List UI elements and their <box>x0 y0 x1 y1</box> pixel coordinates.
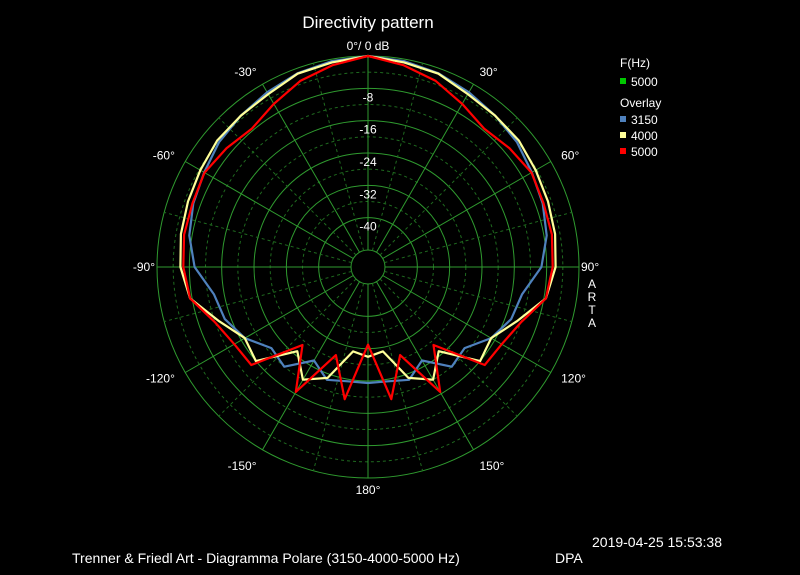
legend-swatch-3150 <box>620 116 626 122</box>
chart-title: Directivity pattern <box>302 13 433 32</box>
legend: F(Hz) 5000 Overlay 3150 4000 5000 <box>620 56 661 159</box>
grid-spoke <box>371 283 424 471</box>
legend-swatch-5000 <box>620 148 626 154</box>
radial-tick-label: -24 <box>359 155 377 169</box>
angle-tick-labels: 0°/ 0 dB -30° 30° -60° 60° -90° 90° -120° 120° -1… <box>133 39 600 497</box>
legend-main-title: F(Hz) <box>620 56 650 70</box>
radial-tick-label: -8 <box>363 90 374 104</box>
grid-spoke <box>376 281 474 450</box>
footer-tag: DPA <box>555 550 583 566</box>
angle-tick-label: -60° <box>153 149 175 163</box>
polar-grid <box>156 55 580 479</box>
series-line-4000 <box>179 54 557 381</box>
angle-tick-label: 30° <box>480 65 498 79</box>
grid-spoke <box>312 63 365 251</box>
legend-label-3150: 3150 <box>631 113 658 127</box>
grid-spoke <box>382 161 551 259</box>
grid-spoke <box>262 281 360 450</box>
grid-spoke <box>379 117 518 256</box>
grid-center-ring <box>350 249 386 285</box>
grid-spoke <box>384 270 572 323</box>
angle-tick-label: 0°/ 0 dB <box>347 39 390 53</box>
legend-swatch-4000 <box>620 132 626 138</box>
angle-tick-label: 120° <box>561 372 586 386</box>
legend-label-4000: 4000 <box>631 129 658 143</box>
series-lines <box>179 54 557 401</box>
grid-spoke <box>164 270 352 323</box>
footer-datetime: 2019-04-25 15:53:38 <box>592 534 722 550</box>
radial-tick-label: -40 <box>359 220 377 234</box>
angle-tick-label: -150° <box>228 459 257 473</box>
angle-tick-label: 150° <box>480 459 505 473</box>
grid-spoke <box>262 84 360 253</box>
angle-tick-label: 180° <box>356 483 381 497</box>
radial-tick-label: -16 <box>359 123 377 137</box>
grid-spoke <box>218 117 357 256</box>
grid-spoke <box>379 278 518 417</box>
angle-tick-label: 60° <box>561 149 579 163</box>
angle-tick-label: -30° <box>234 65 256 79</box>
legend-overlay-title: Overlay <box>620 96 661 110</box>
legend-label-5000: 5000 <box>631 145 658 159</box>
grid-spoke <box>185 161 354 259</box>
grid-spoke <box>384 211 572 264</box>
grid-spoke <box>218 278 357 417</box>
grid-spoke <box>312 283 365 471</box>
grid-spoke <box>376 84 474 253</box>
legend-main-label: 5000 <box>631 75 658 89</box>
angle-tick-label: -120° <box>146 372 175 386</box>
radial-tick-label: -32 <box>359 187 377 201</box>
series-line-5000 <box>182 54 554 401</box>
radial-tick-labels: -8 -16 -24 -32 -40 <box>359 90 377 233</box>
grid-spoke <box>164 211 352 264</box>
footer-caption: Trenner & Friedl Art - Diagramma Polare … <box>72 550 460 566</box>
angle-tick-label: -90° <box>133 260 155 274</box>
grid-spoke <box>185 275 354 373</box>
angle-tick-label: 90° <box>581 260 599 274</box>
grid-spoke <box>371 63 424 251</box>
legend-swatch-main-5000 <box>620 78 626 84</box>
grid-spoke <box>382 275 551 373</box>
